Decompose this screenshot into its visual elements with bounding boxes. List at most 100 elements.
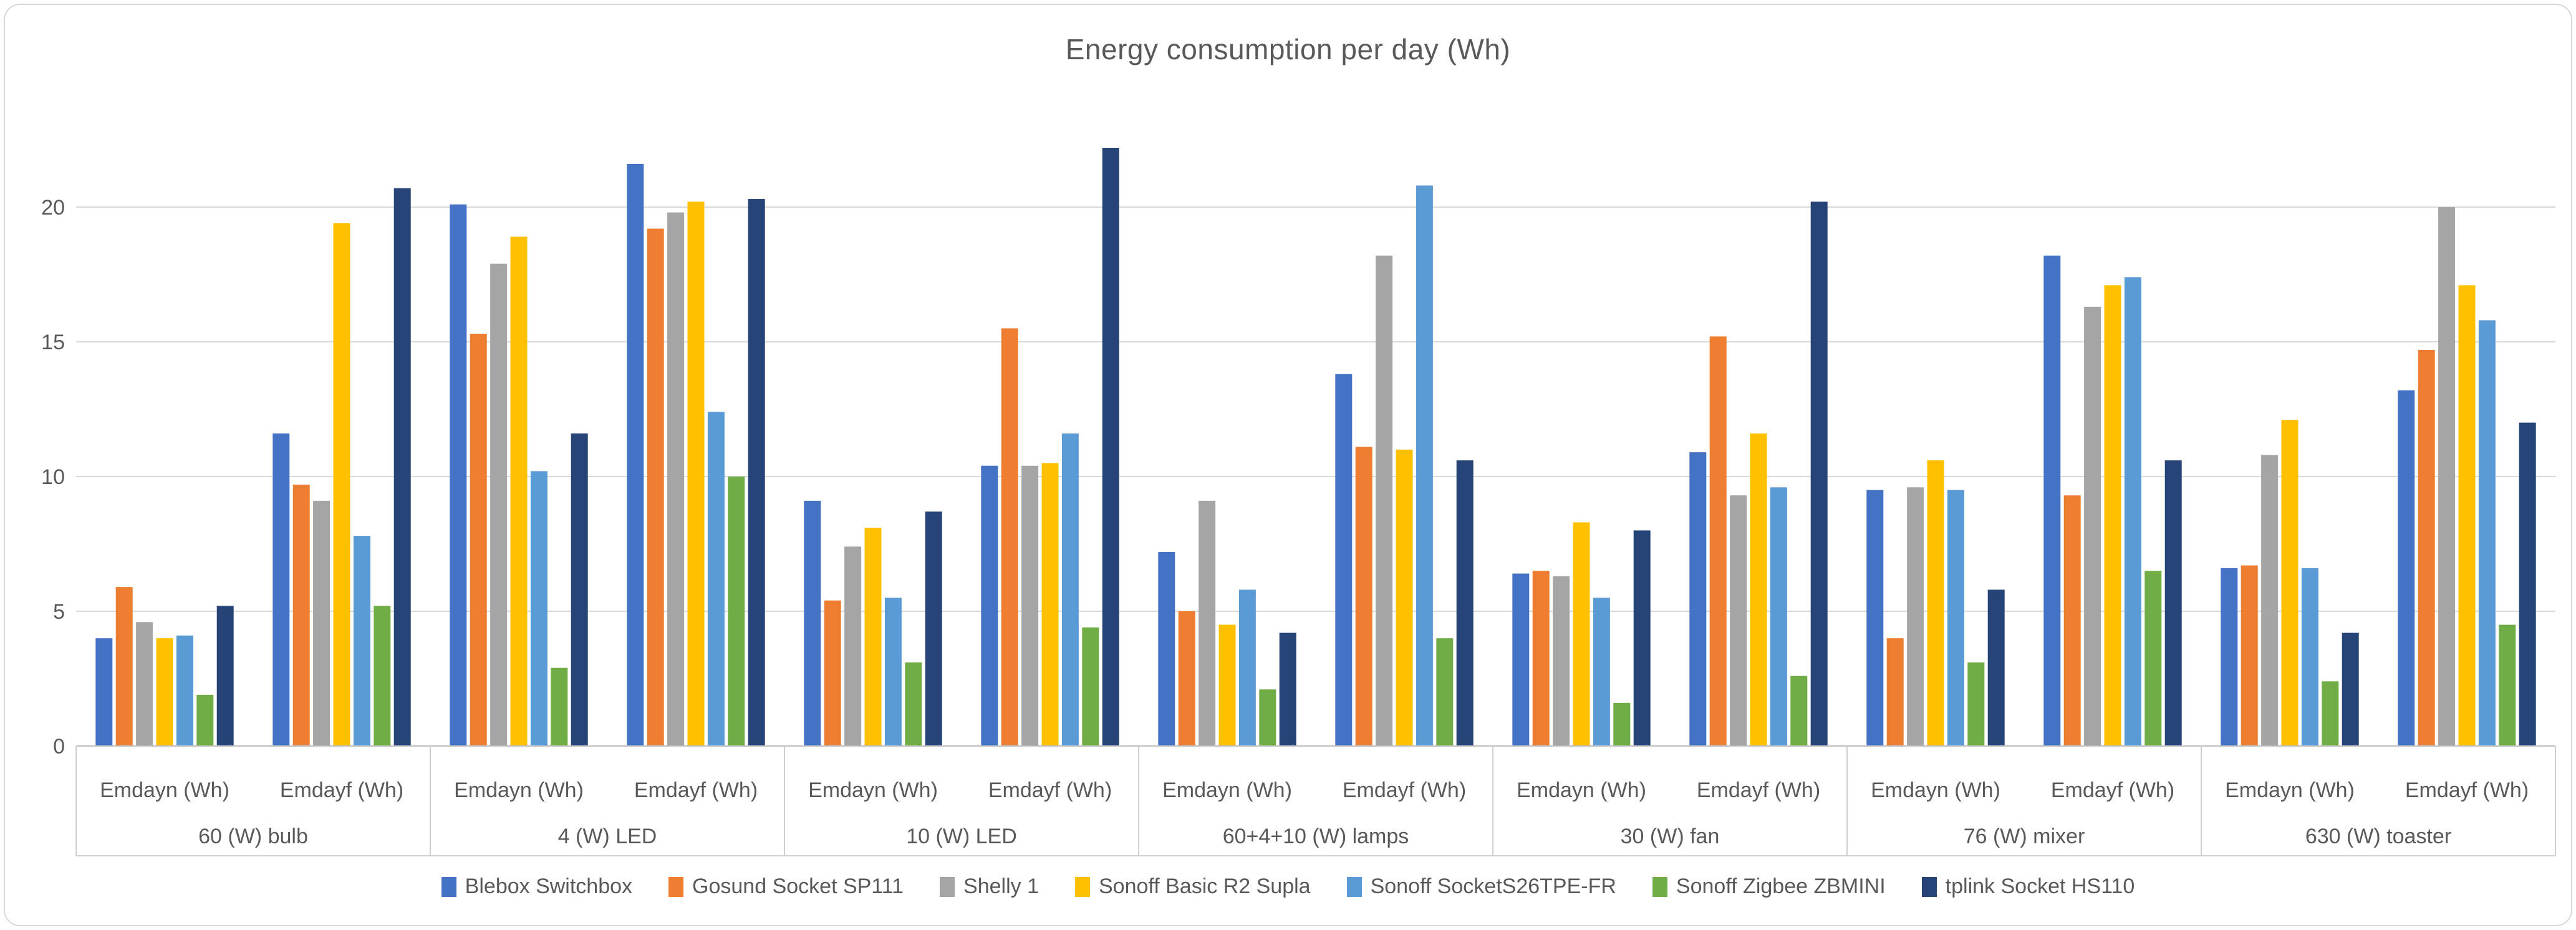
- bar: [1907, 487, 1924, 746]
- bar: [925, 511, 942, 746]
- y-tick-label: 15: [41, 331, 65, 354]
- cluster-label: Emdayf (Wh): [1343, 778, 1466, 802]
- legend-swatch: [1346, 876, 1362, 897]
- bar: [884, 598, 902, 746]
- bar: [1573, 522, 1590, 746]
- bar: [510, 236, 528, 746]
- bar: [707, 412, 725, 746]
- bar: [1021, 465, 1039, 746]
- legend: Blebox Switchbox Gosund Socket SP111 Shell…: [0, 874, 2576, 899]
- bar: [1456, 460, 1474, 746]
- cluster-label: Emdayn (Wh): [808, 778, 938, 802]
- y-tick-label: 10: [41, 465, 65, 489]
- bar: [393, 188, 411, 746]
- bar: [1633, 530, 1651, 746]
- bar: [156, 638, 173, 746]
- group-label: 30 (W) fan: [1621, 825, 1720, 848]
- bar: [2478, 320, 2496, 746]
- bar: [470, 334, 487, 746]
- bar: [1730, 495, 1747, 746]
- bar: [1259, 689, 1276, 746]
- bar: [981, 465, 998, 746]
- bar: [627, 163, 644, 746]
- legend-swatch: [1074, 876, 1090, 897]
- bar: [2124, 277, 2141, 746]
- bar: [1335, 374, 1353, 746]
- bar: [1927, 460, 1944, 746]
- bar: [196, 694, 214, 746]
- bar: [2281, 420, 2299, 746]
- cluster-label: Emdayn (Wh): [1871, 778, 2000, 802]
- legend-item: Shelly 1: [940, 874, 1039, 899]
- legend-label: Shelly 1: [963, 874, 1039, 898]
- cluster-label: Emdayf (Wh): [2051, 778, 2174, 802]
- legend-swatch: [1652, 876, 1667, 897]
- bar: [1061, 433, 1079, 746]
- bar: [1750, 433, 1767, 746]
- y-tick-label: 0: [53, 735, 65, 758]
- bar: [1532, 571, 1550, 746]
- bar: [687, 201, 705, 746]
- bar: [804, 500, 821, 746]
- bar: [333, 223, 350, 746]
- bar: [95, 638, 113, 746]
- group-label: 60 (W) bulb: [198, 825, 308, 848]
- group-label: 630 (W) toaster: [2305, 825, 2451, 848]
- legend-item: Blebox Switchbox: [441, 874, 632, 899]
- cluster-label: Emdayn (Wh): [2225, 778, 2355, 802]
- bar: [1886, 638, 1904, 746]
- bar: [2063, 495, 2081, 746]
- bar: [1553, 576, 1570, 746]
- cluster-label: Emdayn (Wh): [1517, 778, 1646, 802]
- legend-label: Sonoff Basic R2 Supla: [1098, 874, 1311, 898]
- bar: [1396, 449, 1413, 746]
- group-label: 10 (W) LED: [906, 825, 1017, 848]
- group-label: 60+4+10 (W) lamps: [1223, 825, 1409, 848]
- bar: [1376, 255, 1393, 746]
- bar: [313, 500, 330, 746]
- bar: [1199, 500, 1216, 746]
- bar: [1967, 662, 1985, 746]
- bar: [1709, 336, 1727, 746]
- bar: [1238, 589, 1256, 746]
- bar: [864, 528, 882, 746]
- legend-swatch: [940, 876, 955, 897]
- bar: [1279, 632, 1296, 746]
- bar: [1082, 627, 1099, 746]
- bar: [1866, 490, 1884, 746]
- legend-label: Blebox Switchbox: [465, 874, 633, 898]
- bar: [2144, 571, 2162, 746]
- cluster-label: Emdayf (Wh): [2405, 778, 2529, 802]
- bar: [1810, 201, 1828, 746]
- legend-item: Gosund Socket SP111: [668, 874, 904, 899]
- bar: [1178, 611, 1195, 746]
- bar: [2398, 390, 2415, 746]
- bar: [1593, 598, 1610, 746]
- bar: [353, 536, 370, 746]
- bar: [2418, 349, 2435, 746]
- bar: [2221, 568, 2238, 746]
- cluster-label: Emdayf (Wh): [1697, 778, 1820, 802]
- cluster-label: Emdayn (Wh): [454, 778, 584, 802]
- bar: [273, 433, 290, 746]
- bar: [824, 600, 841, 746]
- bar: [1436, 638, 1454, 746]
- cluster-label: Emdayf (Wh): [988, 778, 1112, 802]
- bar: [1689, 452, 1707, 746]
- bar: [1001, 328, 1018, 746]
- bar: [2519, 422, 2536, 746]
- bar: [1770, 487, 1787, 746]
- legend-label: Sonoff Zigbee ZBMINI: [1676, 874, 1886, 898]
- bar: [2342, 632, 2359, 746]
- bar: [115, 587, 133, 746]
- bar: [1987, 589, 2005, 746]
- bar: [905, 662, 922, 746]
- bar: [530, 471, 548, 746]
- bar: [551, 667, 568, 746]
- bar: [2261, 455, 2279, 746]
- bar: [2164, 460, 2182, 746]
- legend-label: Sonoff SocketS26TPE-FR: [1370, 874, 1616, 898]
- bar: [1416, 185, 1433, 746]
